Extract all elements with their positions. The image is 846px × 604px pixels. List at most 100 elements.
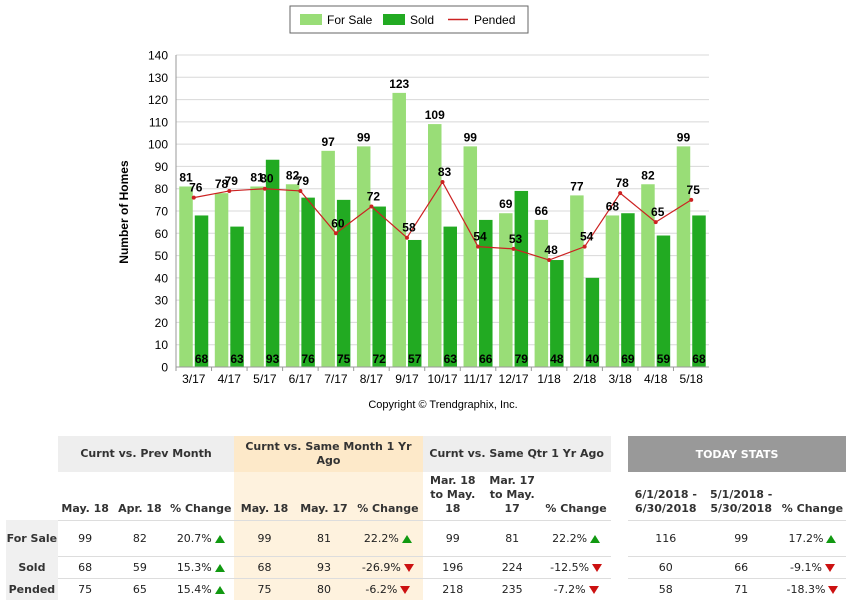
stat-value: 81 — [483, 519, 542, 556]
data-label-pended: 78 — [615, 176, 629, 190]
pct-change-value: -7.2% — [553, 582, 586, 596]
data-label-sold: 75 — [337, 352, 351, 366]
pended-point — [653, 220, 658, 225]
data-label-pended: 65 — [651, 205, 665, 219]
pended-point — [298, 188, 303, 193]
bar-for-sale — [676, 146, 691, 367]
bar-for-sale — [499, 213, 513, 367]
x-tick-label: 3/18 — [608, 372, 632, 386]
data-label-sold: 63 — [444, 352, 458, 366]
pct-change-value: 17.2% — [788, 531, 824, 545]
stats-row: Pended 75 65 15.4% 75 80 -6.2% 218 235 -7.2% 58 71-… — [6, 577, 846, 600]
data-label-for-sale: 82 — [286, 168, 300, 182]
data-label-for-sale: 66 — [535, 204, 549, 218]
y-tick-label: 140 — [148, 49, 168, 63]
x-tick-label: 6/17 — [289, 372, 313, 386]
stat-value: 59 — [112, 555, 168, 578]
pct-change-value: -12.5% — [550, 560, 590, 574]
pct-change-value: 22.2% — [363, 531, 399, 545]
header-today-stats: TODAY STATS — [628, 436, 846, 472]
y-tick-label: 50 — [155, 249, 169, 263]
bar-for-sale — [356, 146, 371, 367]
pended-point — [333, 231, 338, 236]
pct-change-cell: -6.2% — [353, 577, 423, 600]
x-tick-label: 2/18 — [573, 372, 597, 386]
down-arrow-icon — [588, 585, 599, 594]
legend-label-for-sale: For Sale — [327, 13, 373, 27]
bar-for-sale — [428, 124, 442, 367]
copyright-text: Copyright © Trendgraphix, Inc. — [368, 399, 517, 411]
pended-point — [440, 180, 445, 185]
stat-value: 224 — [483, 555, 542, 578]
bar-sold — [656, 235, 671, 367]
pct-change-value: -26.9% — [361, 560, 401, 574]
legend-label-pended: Pended — [474, 13, 515, 27]
subheader-qtr-current: Mar. 18 to May. 18 — [430, 473, 476, 515]
down-arrow-icon — [400, 585, 411, 594]
x-tick-label: 8/17 — [360, 372, 384, 386]
y-tick-label: 60 — [155, 227, 169, 241]
y-tick-label: 90 — [155, 160, 169, 174]
bar-sold — [336, 199, 351, 367]
subheader-pct-3: % Change — [545, 501, 607, 515]
pct-change-value: -9.1% — [789, 560, 822, 574]
bar-sold — [621, 213, 635, 367]
data-label-sold: 63 — [230, 352, 244, 366]
stat-value: 99 — [703, 519, 779, 556]
data-label-pended: 53 — [509, 232, 523, 246]
pct-change-value: 15.4% — [176, 582, 212, 596]
subheader-may18: May. 18 — [61, 501, 109, 515]
bar-for-sale — [392, 92, 406, 367]
y-tick-label: 20 — [155, 316, 169, 330]
pct-change-cell: -7.2% — [541, 577, 611, 600]
y-tick-label: 120 — [148, 93, 168, 107]
subheader-pct-2: % Change — [353, 472, 423, 520]
pct-change-cell: 17.2% — [778, 519, 846, 556]
data-label-for-sale: 68 — [606, 199, 620, 213]
bar-sold — [407, 239, 422, 367]
stat-value: 80 — [294, 577, 354, 600]
y-tick-label: 80 — [155, 182, 169, 196]
bar-sold — [372, 206, 386, 367]
pct-change-cell: -12.5% — [541, 555, 611, 578]
up-arrow-icon — [214, 563, 225, 572]
stat-value: 99 — [57, 519, 113, 556]
bar-sold — [692, 215, 706, 367]
pended-point — [191, 195, 196, 200]
data-label-sold: 48 — [550, 352, 564, 366]
pct-change-value: 22.2% — [552, 531, 588, 545]
stat-value: 99 — [422, 519, 483, 556]
pct-change-cell: 15.3% — [167, 555, 235, 578]
y-tick-label: 10 — [155, 338, 169, 352]
y-tick-label: 0 — [161, 361, 168, 375]
subheader-may17: May. 17 — [294, 472, 354, 520]
data-label-pended: 60 — [331, 216, 345, 230]
stat-value: 75 — [234, 577, 295, 600]
subheader-apr18: Apr. 18 — [118, 501, 162, 515]
bar-sold — [301, 197, 315, 367]
data-label-pended: 48 — [544, 243, 558, 257]
bar-sold — [265, 159, 280, 367]
data-label-sold: 69 — [621, 352, 635, 366]
stat-value: 196 — [422, 555, 483, 578]
pended-point — [547, 258, 552, 263]
legend-swatch-sold — [383, 14, 405, 25]
data-label-sold: 79 — [515, 352, 529, 366]
up-arrow-icon — [590, 534, 601, 543]
pended-point — [582, 244, 587, 249]
data-label-for-sale: 97 — [321, 135, 335, 149]
subheader-may18-b: May. 18 — [234, 472, 295, 520]
pct-change-cell: 20.7% — [167, 519, 235, 556]
subheader-pct-4: % Change — [781, 501, 844, 515]
stat-value: 93 — [294, 555, 354, 578]
stat-value: 58 — [628, 577, 704, 600]
row-label: For Sale — [6, 520, 58, 556]
legend-swatch-for-sale — [300, 14, 322, 25]
data-label-sold: 68 — [195, 352, 209, 366]
data-label-pended: 76 — [189, 181, 203, 195]
data-label-pended: 79 — [225, 174, 239, 188]
y-tick-label: 70 — [155, 205, 169, 219]
pct-change-cell: -18.3% — [778, 577, 846, 600]
row-label: Pended — [6, 578, 58, 600]
down-arrow-icon — [403, 563, 414, 572]
